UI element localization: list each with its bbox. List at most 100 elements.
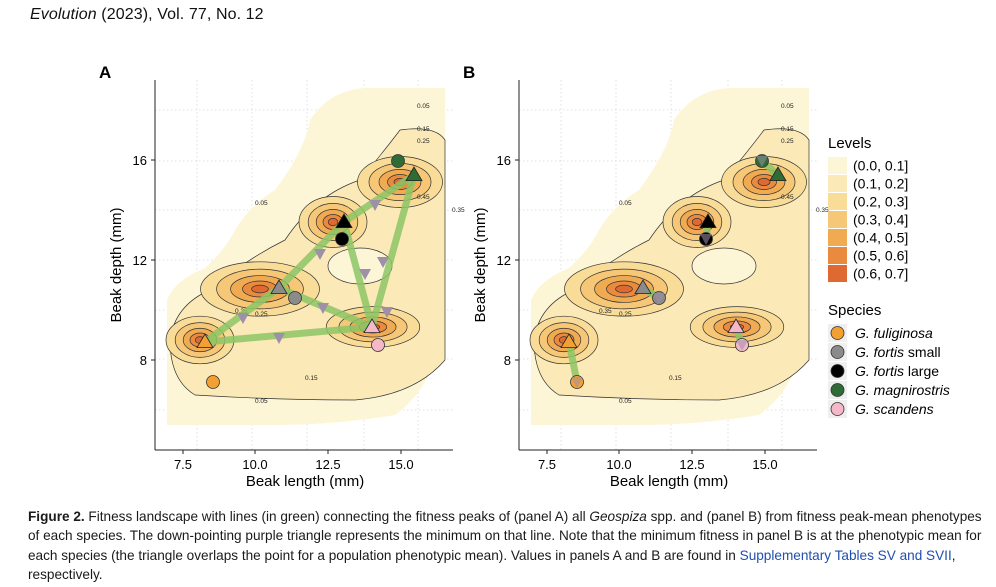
peak-triangle — [405, 166, 423, 182]
peak-triangle — [196, 333, 214, 349]
panel-b: B 0.05 0.05 0.05 0.15 0.25 0.15 0.35 0.25 0.35 0.4… — [463, 63, 829, 490]
contour-label: 0.05 — [619, 200, 632, 207]
caption-label: Figure 2. — [28, 509, 85, 524]
journal-name: Evolution — [30, 6, 97, 23]
peak-triangle — [769, 166, 787, 182]
contour-label: 0.25 — [781, 138, 794, 145]
contour-label: 0.05 — [255, 398, 268, 405]
peak-triangle — [699, 213, 717, 229]
minimum-triangle — [314, 249, 326, 260]
minimum-triangle — [571, 377, 583, 388]
species-label-italic: G. fortis — [855, 363, 904, 379]
supplementary-link[interactable]: Supplementary Tables SV and SVII — [739, 547, 952, 563]
y-tick-label: 16 — [497, 153, 511, 168]
level-swatch — [828, 193, 847, 210]
minimum-triangle — [653, 293, 665, 304]
x-tick-label: 12.5 — [679, 457, 704, 472]
contour-labels: 0.05 0.05 0.05 0.15 0.25 0.15 0.35 0.25 0.35 0.45 — [599, 103, 829, 405]
minimum-triangle — [381, 307, 393, 318]
mean-point — [206, 375, 220, 389]
peak-triangle — [560, 333, 578, 349]
peak-triangle — [363, 318, 381, 334]
contour-label: 0.15 — [781, 126, 794, 133]
peak-triangle — [727, 318, 745, 334]
mean-point — [335, 232, 349, 246]
x-tick-label: 15.0 — [752, 457, 777, 472]
minimum-triangle — [237, 313, 249, 324]
level-swatch — [828, 157, 847, 174]
contour-label: 0.35 — [452, 207, 465, 214]
minimum-triangle — [700, 234, 712, 245]
level-label: (0.5, 0.6] — [853, 248, 908, 264]
mean-point — [288, 291, 302, 305]
contour-label: 0.35 — [816, 207, 829, 214]
caption-genus: Geospiza — [589, 509, 647, 524]
x-axis-label: Beak length (mm) — [246, 473, 364, 490]
level-swatch — [828, 265, 847, 282]
figure-caption: Figure 2. Fitness landscape with lines (… — [28, 507, 986, 585]
level-swatch — [828, 229, 847, 246]
contour-ring — [615, 284, 633, 294]
contour-label: 0.05 — [255, 200, 268, 207]
species-label: G. fuliginosa — [855, 325, 933, 341]
level-label: (0.1, 0.2] — [853, 176, 908, 192]
minimum-triangle — [756, 156, 768, 167]
connecting-line — [275, 218, 348, 292]
contour-ring — [691, 218, 703, 226]
x-axis-label: Beak length (mm) — [610, 473, 728, 490]
minimum-triangle — [273, 333, 285, 344]
peak-triangle — [634, 279, 652, 295]
y-axis-label: Beak depth (mm) — [472, 207, 489, 322]
species-label-italic: G. fuliginosa — [855, 325, 933, 341]
y-tick-label: 8 — [504, 353, 511, 368]
level-swatch — [828, 175, 847, 192]
contour-ring — [251, 284, 269, 294]
level-label: (0.3, 0.4] — [853, 212, 908, 228]
contour-label: 0.25 — [417, 138, 430, 145]
contour-label: 0.45 — [417, 194, 430, 201]
minimum-triangle — [736, 340, 748, 351]
caption-text: Fitness landscape with lines (in green) … — [84, 509, 590, 524]
contour-label: 0.45 — [781, 194, 794, 201]
species-swatch — [830, 383, 845, 397]
species-label: G. fortis small — [855, 344, 941, 360]
figure-2: A 0.05 0.05 0.05 0.15 0.25 0.15 0.35 0.25 0.35 0.4… — [99, 63, 950, 490]
contour-label: 0.25 — [255, 311, 268, 318]
y-tick-label: 12 — [497, 253, 511, 268]
species-label: G. magnirostris — [855, 382, 950, 398]
x-tick-label: 12.5 — [315, 457, 340, 472]
x-tick-label: 10.0 — [606, 457, 631, 472]
y-tick-label: 16 — [133, 153, 147, 168]
species-title: Species — [828, 302, 881, 319]
mean-point — [391, 154, 405, 168]
contour-label: 0.15 — [305, 375, 318, 382]
minimum-triangle — [359, 269, 371, 280]
journal-header: Evolution (2023), Vol. 77, No. 12 — [30, 6, 264, 24]
contour-label: 0.05 — [781, 103, 794, 110]
species-label-italic: G. fortis — [855, 344, 904, 360]
species-label: G. fortis large — [855, 363, 939, 379]
species-swatch — [830, 345, 845, 359]
contour-label: 0.15 — [669, 375, 682, 382]
x-tick-label: 15.0 — [388, 457, 413, 472]
x-tick-label: 10.0 — [242, 457, 267, 472]
y-axis-label: Beak depth (mm) — [108, 207, 125, 322]
level-label: (0.6, 0.7] — [853, 266, 908, 282]
level-swatch — [828, 211, 847, 228]
caption-text: spp. and (panel B) from fitness peak-mea… — [28, 509, 982, 563]
y-tick-label: 8 — [140, 353, 147, 368]
y-tick-label: 12 — [133, 253, 147, 268]
contour-label: 0.15 — [417, 126, 430, 133]
legend: Levels (0.0, 0.1] (0.1, 0.2] (0.2, 0.3] (0.3… — [828, 135, 950, 418]
species-label-italic: G. magnirostris — [855, 382, 950, 398]
contour-label: 0.05 — [619, 398, 632, 405]
connecting-line — [340, 171, 418, 226]
species-swatch — [830, 326, 845, 340]
panel-label: B — [463, 63, 475, 82]
species-label-italic: G. scandens — [855, 401, 934, 417]
connecting-line — [201, 323, 376, 346]
minimum-triangle — [317, 303, 329, 314]
contour-label: 0.25 — [619, 311, 632, 318]
peak-triangle — [335, 213, 353, 229]
minimum-triangle — [377, 257, 389, 268]
